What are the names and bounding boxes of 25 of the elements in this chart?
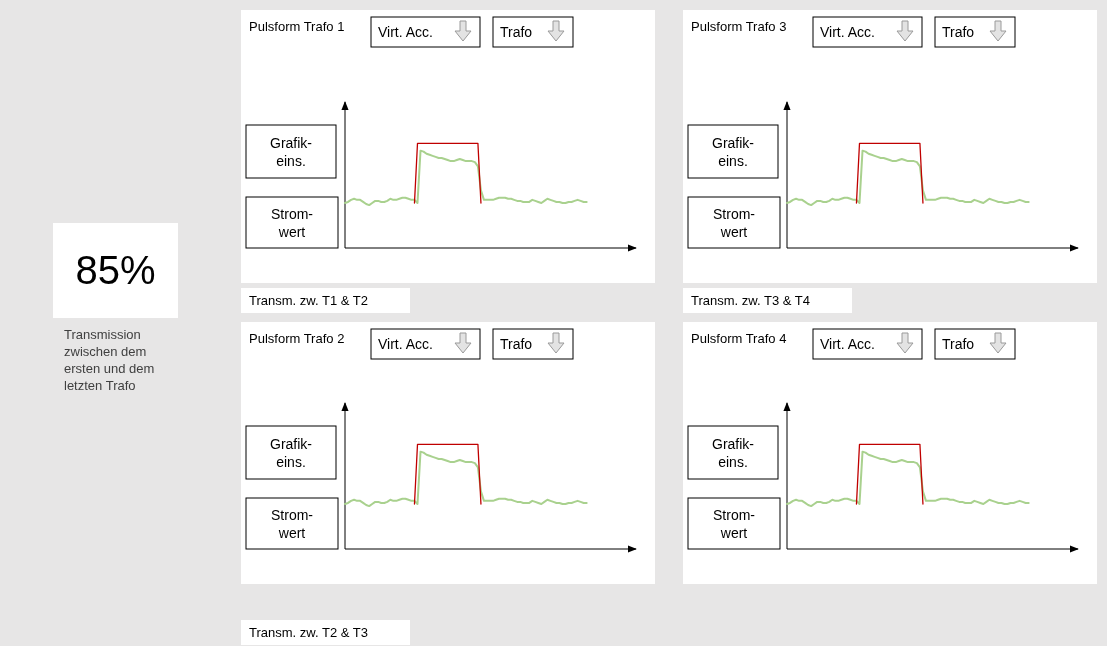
text: Trafo xyxy=(500,24,533,40)
text: Trafo xyxy=(500,336,533,352)
text: Transmission zwischen dem ersten und dem letzten Trafo xyxy=(64,327,155,393)
text: Virt. Acc. xyxy=(820,24,875,40)
text: Strom- wert xyxy=(271,506,314,541)
text: Transm. zw. T1 & T2 xyxy=(249,293,368,308)
text: Transm. zw. T3 & T4 xyxy=(691,293,810,308)
text: 85% xyxy=(75,248,156,292)
text: Trafo xyxy=(942,336,975,352)
text: Grafik- eins. xyxy=(270,435,313,470)
chart-title: Pulsform Trafo 3 xyxy=(691,19,787,34)
text: Strom- wert xyxy=(271,205,314,240)
text: Trafo xyxy=(942,24,975,40)
text: Grafik- eins. xyxy=(712,435,755,470)
text: Grafik- eins. xyxy=(270,134,313,169)
chart-title: Pulsform Trafo 4 xyxy=(691,331,787,346)
text: Virt. Acc. xyxy=(378,24,433,40)
text: Transm. zw. T2 & T3 xyxy=(249,625,368,640)
chart-title: Pulsform Trafo 2 xyxy=(249,331,345,346)
text: Grafik- eins. xyxy=(712,134,755,169)
text: Virt. Acc. xyxy=(378,336,433,352)
text: Strom- wert xyxy=(713,205,756,240)
chart-title: Pulsform Trafo 1 xyxy=(249,19,345,34)
text: Strom- wert xyxy=(713,506,756,541)
text: Virt. Acc. xyxy=(820,336,875,352)
